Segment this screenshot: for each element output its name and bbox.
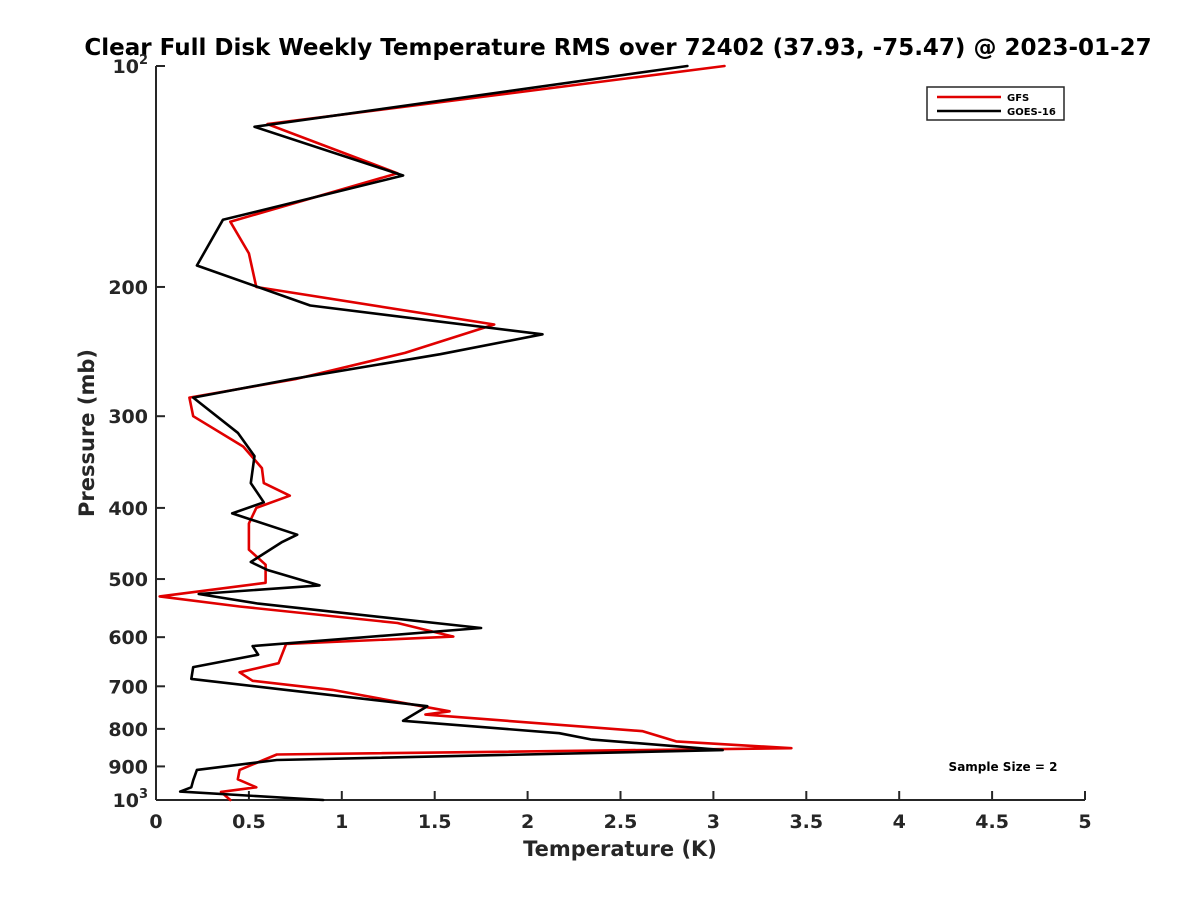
y-tick-label: 500 — [108, 569, 148, 591]
x-tick-label: 0.5 — [232, 811, 266, 833]
x-tick-label: 2 — [521, 811, 534, 833]
y-tick-label: 800 — [108, 719, 148, 741]
y-tick-label: 600 — [108, 627, 148, 649]
legend-box — [926, 86, 1065, 121]
y-tick-label: 200 — [108, 277, 148, 299]
x-tick-label: 0 — [149, 811, 162, 833]
y-tick-label: 900 — [108, 756, 148, 778]
y-tick-label: 400 — [108, 498, 148, 520]
series-line-goes-16 — [178, 64, 725, 802]
x-tick-label: 3.5 — [789, 811, 823, 833]
x-tick-label: 2.5 — [604, 811, 638, 833]
sample-size-annotation: Sample Size = 2 — [949, 760, 1058, 774]
chart-title: Clear Full Disk Weekly Temperature RMS o… — [84, 35, 1151, 61]
x-tick-label: 5 — [1078, 811, 1091, 833]
legend-label-gfs: GFS — [1007, 93, 1029, 104]
y-axis-label: Pressure (mb) — [75, 349, 99, 517]
y-tick-label: 700 — [108, 676, 148, 698]
x-tick-label: 4 — [893, 811, 906, 833]
y-axis-ticks: 102 200 300 400 500 600 700 800 900 103 — [108, 53, 165, 812]
x-axis-label: Temperature (K) — [523, 837, 717, 861]
x-tick-label: 1 — [335, 811, 348, 833]
x-tick-label: 1.5 — [418, 811, 452, 833]
series-line-gfs — [158, 64, 793, 802]
x-tick-label: 3 — [707, 811, 720, 833]
legend-label-goes: GOES-16 — [1007, 107, 1056, 118]
y-tick-label: 102 — [113, 53, 149, 78]
y-tick-label: 300 — [108, 406, 148, 428]
legend: GFS GOES-16 — [926, 86, 1065, 121]
x-tick-label: 4.5 — [975, 811, 1009, 833]
x-axis-ticks: 0 0.5 1 1.5 2 2.5 3 3.5 4 4.5 5 — [149, 791, 1092, 833]
series-layer — [158, 64, 793, 802]
y-tick-label: 103 — [113, 787, 149, 812]
